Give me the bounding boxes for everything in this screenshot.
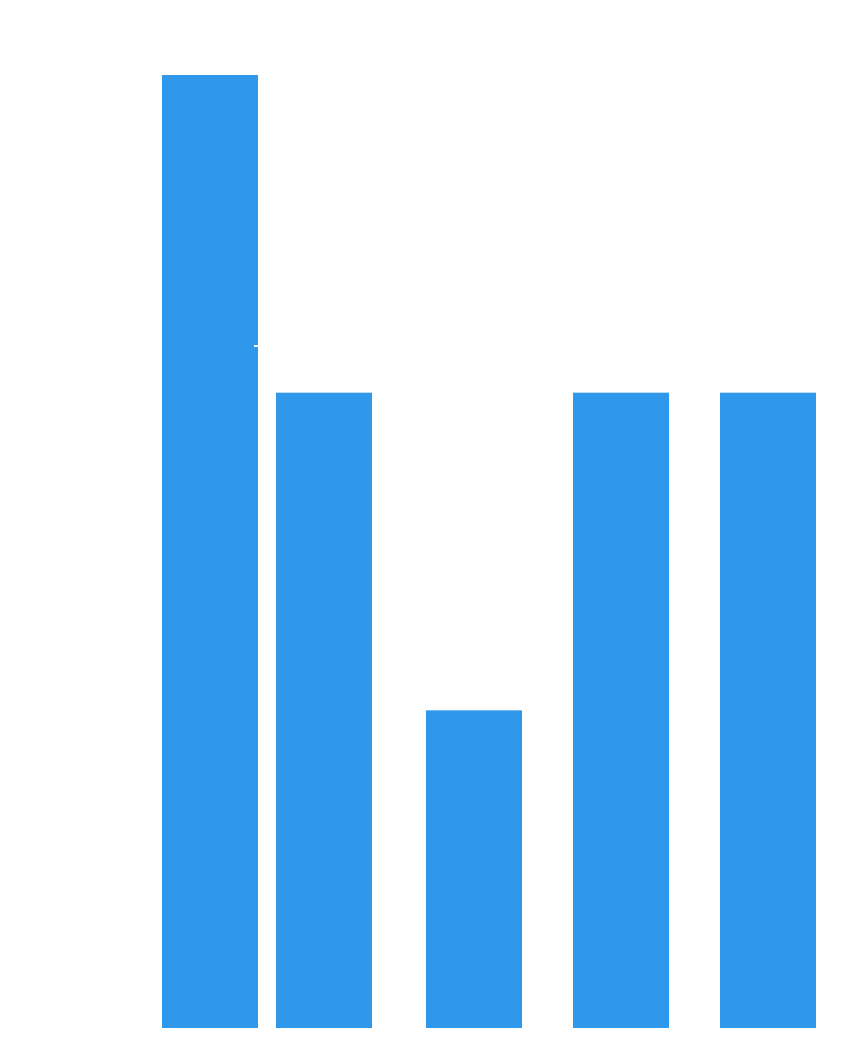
bar-1: [162, 75, 258, 1028]
bar-3: [426, 710, 522, 1028]
bar-4: [573, 392, 669, 1029]
bar-2: [276, 392, 372, 1029]
bar-5: [720, 392, 816, 1029]
bars-group: [162, 75, 816, 1029]
